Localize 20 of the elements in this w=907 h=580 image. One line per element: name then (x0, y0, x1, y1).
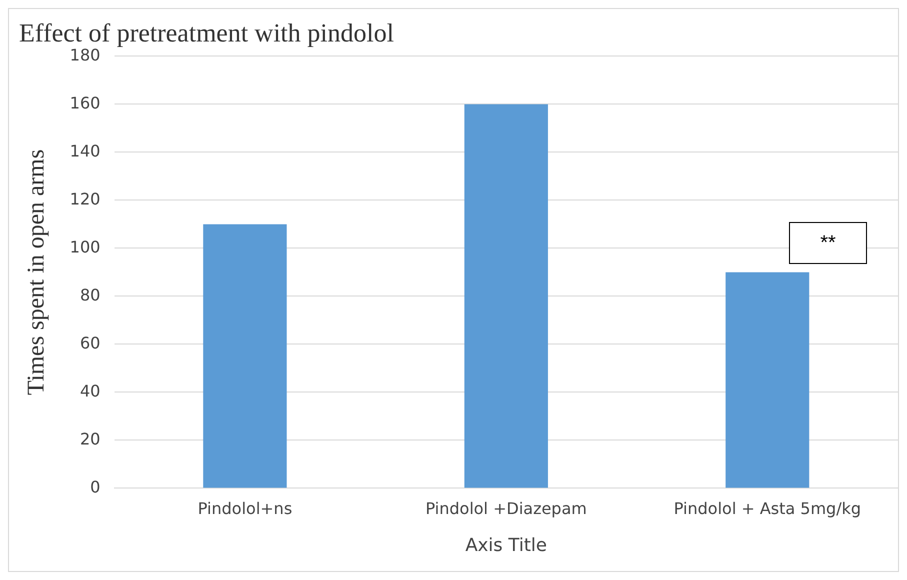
x-tick-label: Pindolol+ns (198, 498, 292, 518)
y-tick-label: 120 (70, 189, 100, 208)
y-tick-label: 20 (80, 429, 100, 448)
y-axis-title: Times spent in open arms (24, 149, 50, 396)
x-axis-title: Axis Title (465, 534, 547, 556)
y-tick-label: 0 (90, 477, 100, 496)
bar (203, 224, 287, 488)
bar (464, 104, 548, 488)
annotation: ** (819, 232, 837, 255)
y-tick-label: 140 (70, 141, 100, 160)
y-tick-label: 160 (70, 93, 100, 112)
x-tick-label: Pindolol +Diazepam (425, 498, 587, 518)
y-tick-label: 100 (70, 237, 100, 256)
y-tick-label: 180 (70, 45, 100, 64)
x-tick-label: Pindolol + Asta 5mg/kg (674, 498, 862, 518)
y-tick-label: 80 (80, 285, 100, 304)
y-tick-label: 40 (80, 381, 100, 400)
chart-title: Effect of pretreatment with pindolol (19, 18, 394, 48)
y-tick-label: 60 (80, 333, 100, 352)
bar (726, 272, 810, 488)
